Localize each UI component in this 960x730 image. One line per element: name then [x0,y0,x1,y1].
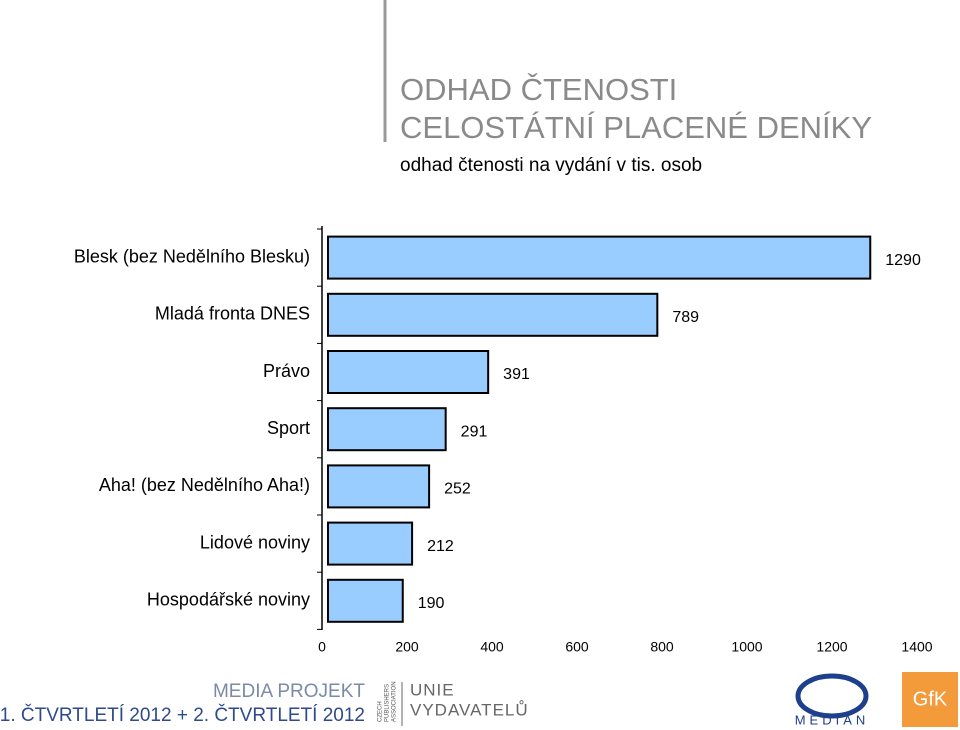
x-tick-label: 0 [318,639,326,655]
category-label: Blesk (bez Nedělního Blesku) [74,246,310,266]
category-label: Lidové noviny [200,532,310,552]
bar [327,521,414,566]
value-label: 252 [444,481,471,498]
value-label: 212 [427,538,454,555]
association-en: CZECH [378,701,384,722]
bar [327,350,490,394]
association-en: PUBLISHERS [385,684,391,722]
value-label: 190 [418,595,445,612]
bar [327,292,659,337]
gfk: GfK [913,688,948,710]
subtitle: odhad čtenosti na vydání v tis. osob [400,155,702,176]
value-label: 789 [672,309,699,326]
median: MEDIAN [795,712,870,727]
bar [327,464,431,509]
bar [327,578,404,623]
x-tick-label: 400 [480,639,504,655]
x-tick-label: 1400 [901,639,932,655]
x-tick-label: 1000 [731,639,762,655]
bar [327,407,447,452]
period: 1. ČTVRTLETÍ 2012 + 2. ČTVRTLETÍ 2012 [0,704,365,726]
association-cz: UNIE [410,680,455,699]
project: MEDIA PROJEKT [213,681,365,702]
footer: MEDIA PROJEKT 1. ČTVRTLETÍ 2012 + 2. ČTV… [0,672,958,727]
title: ODHAD ČTENOSTI [400,72,677,107]
x-tick-label: 1200 [816,639,847,655]
x-tick-label: 600 [565,639,589,655]
value-label: 391 [503,366,530,383]
x-tick-label: 200 [395,639,419,655]
category-label: Právo [263,361,310,381]
category-label: Hospodářské noviny [147,590,310,610]
bar [327,235,872,280]
median-logo [795,673,869,719]
title: CELOSTÁTNÍ PLACENÉ DENÍKY [400,110,872,145]
value-label: 1290 [885,252,921,269]
x-tick-label: 800 [650,639,674,655]
association-cz: VYDAVATELŮ [410,700,529,719]
category-label: Sport [267,418,310,438]
category-label: Aha! (bez Nedělního Aha!) [99,475,310,495]
category-label: Mladá fronta DNES [155,304,310,324]
association-en: ASSOCIATION [392,681,398,722]
value-label: 291 [461,423,488,440]
gfk-logo [902,672,958,727]
